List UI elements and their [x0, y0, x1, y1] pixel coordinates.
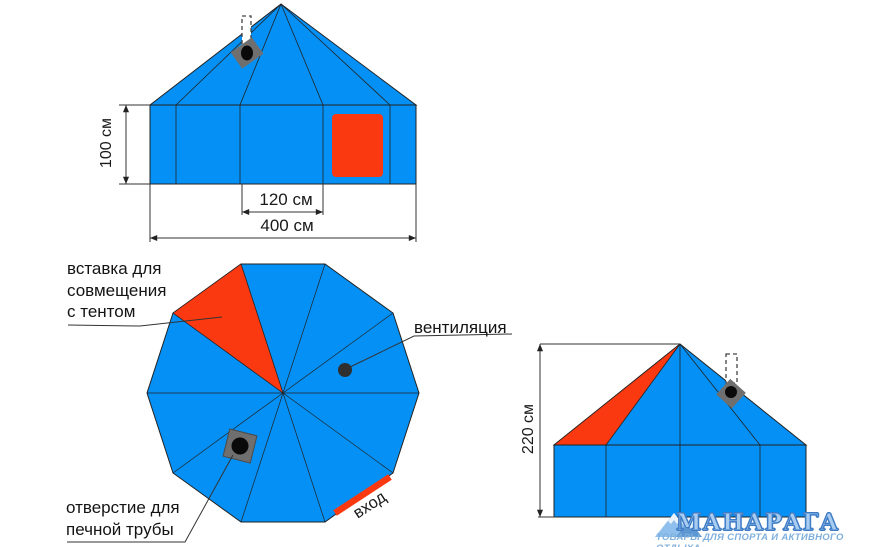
front-chimney: [230, 15, 264, 69]
stove-label-line2: печной трубы: [66, 519, 174, 539]
side-height-dimension: 220 см: [520, 403, 537, 455]
ventilation-hole: [338, 363, 352, 377]
logo-tagline-text: ТОВАРЫ ДЛЯ СПОРТА И АКТИВНОГО ОТДЫХА: [656, 532, 844, 547]
chimney-pipe-dashed: [241, 15, 252, 50]
chimney-hole: [241, 45, 253, 61]
top-view-leader-lines: [67, 316, 513, 543]
side-chimney-pipe-dashed: [725, 353, 738, 384]
front-roof: [148, 3, 418, 106]
side-dimension-lines: [536, 343, 680, 518]
insert-label-line1: вставка для: [67, 259, 162, 278]
front-window: [332, 114, 383, 177]
top-view: [67, 263, 513, 543]
side-wall-seams: [605, 344, 761, 517]
logo-mountain-icon: [655, 513, 702, 537]
side-view: [536, 343, 808, 518]
insert-label-line3: с тентом: [67, 302, 136, 321]
logo-brand-text: МАНАРАГА: [676, 509, 840, 537]
ventilation-label: вентиляция: [414, 318, 507, 337]
stove-pipe-hole: [231, 437, 249, 455]
side-chimney: [716, 353, 746, 409]
top-view-insert-panel: [172, 263, 284, 394]
insert-label-line2: совмещения: [67, 280, 167, 300]
entrance-marker: [333, 474, 392, 516]
stove-opening-label: отверстие для печной трубы: [66, 497, 180, 540]
insert-label: вставка для совмещения с тентом: [67, 258, 166, 323]
front-wall-seams: [175, 105, 391, 184]
front-door-dimension: 120 см: [259, 190, 313, 209]
front-view: [119, 3, 418, 242]
stove-label-line1: отверстие для: [66, 498, 180, 517]
front-roof-fold-lines: [175, 3, 391, 106]
front-height-dimension: 100 см: [98, 117, 115, 169]
front-dimension-lines: [119, 104, 417, 242]
side-chimney-hole: [725, 386, 737, 398]
front-width-dimension: 400 см: [260, 216, 314, 235]
